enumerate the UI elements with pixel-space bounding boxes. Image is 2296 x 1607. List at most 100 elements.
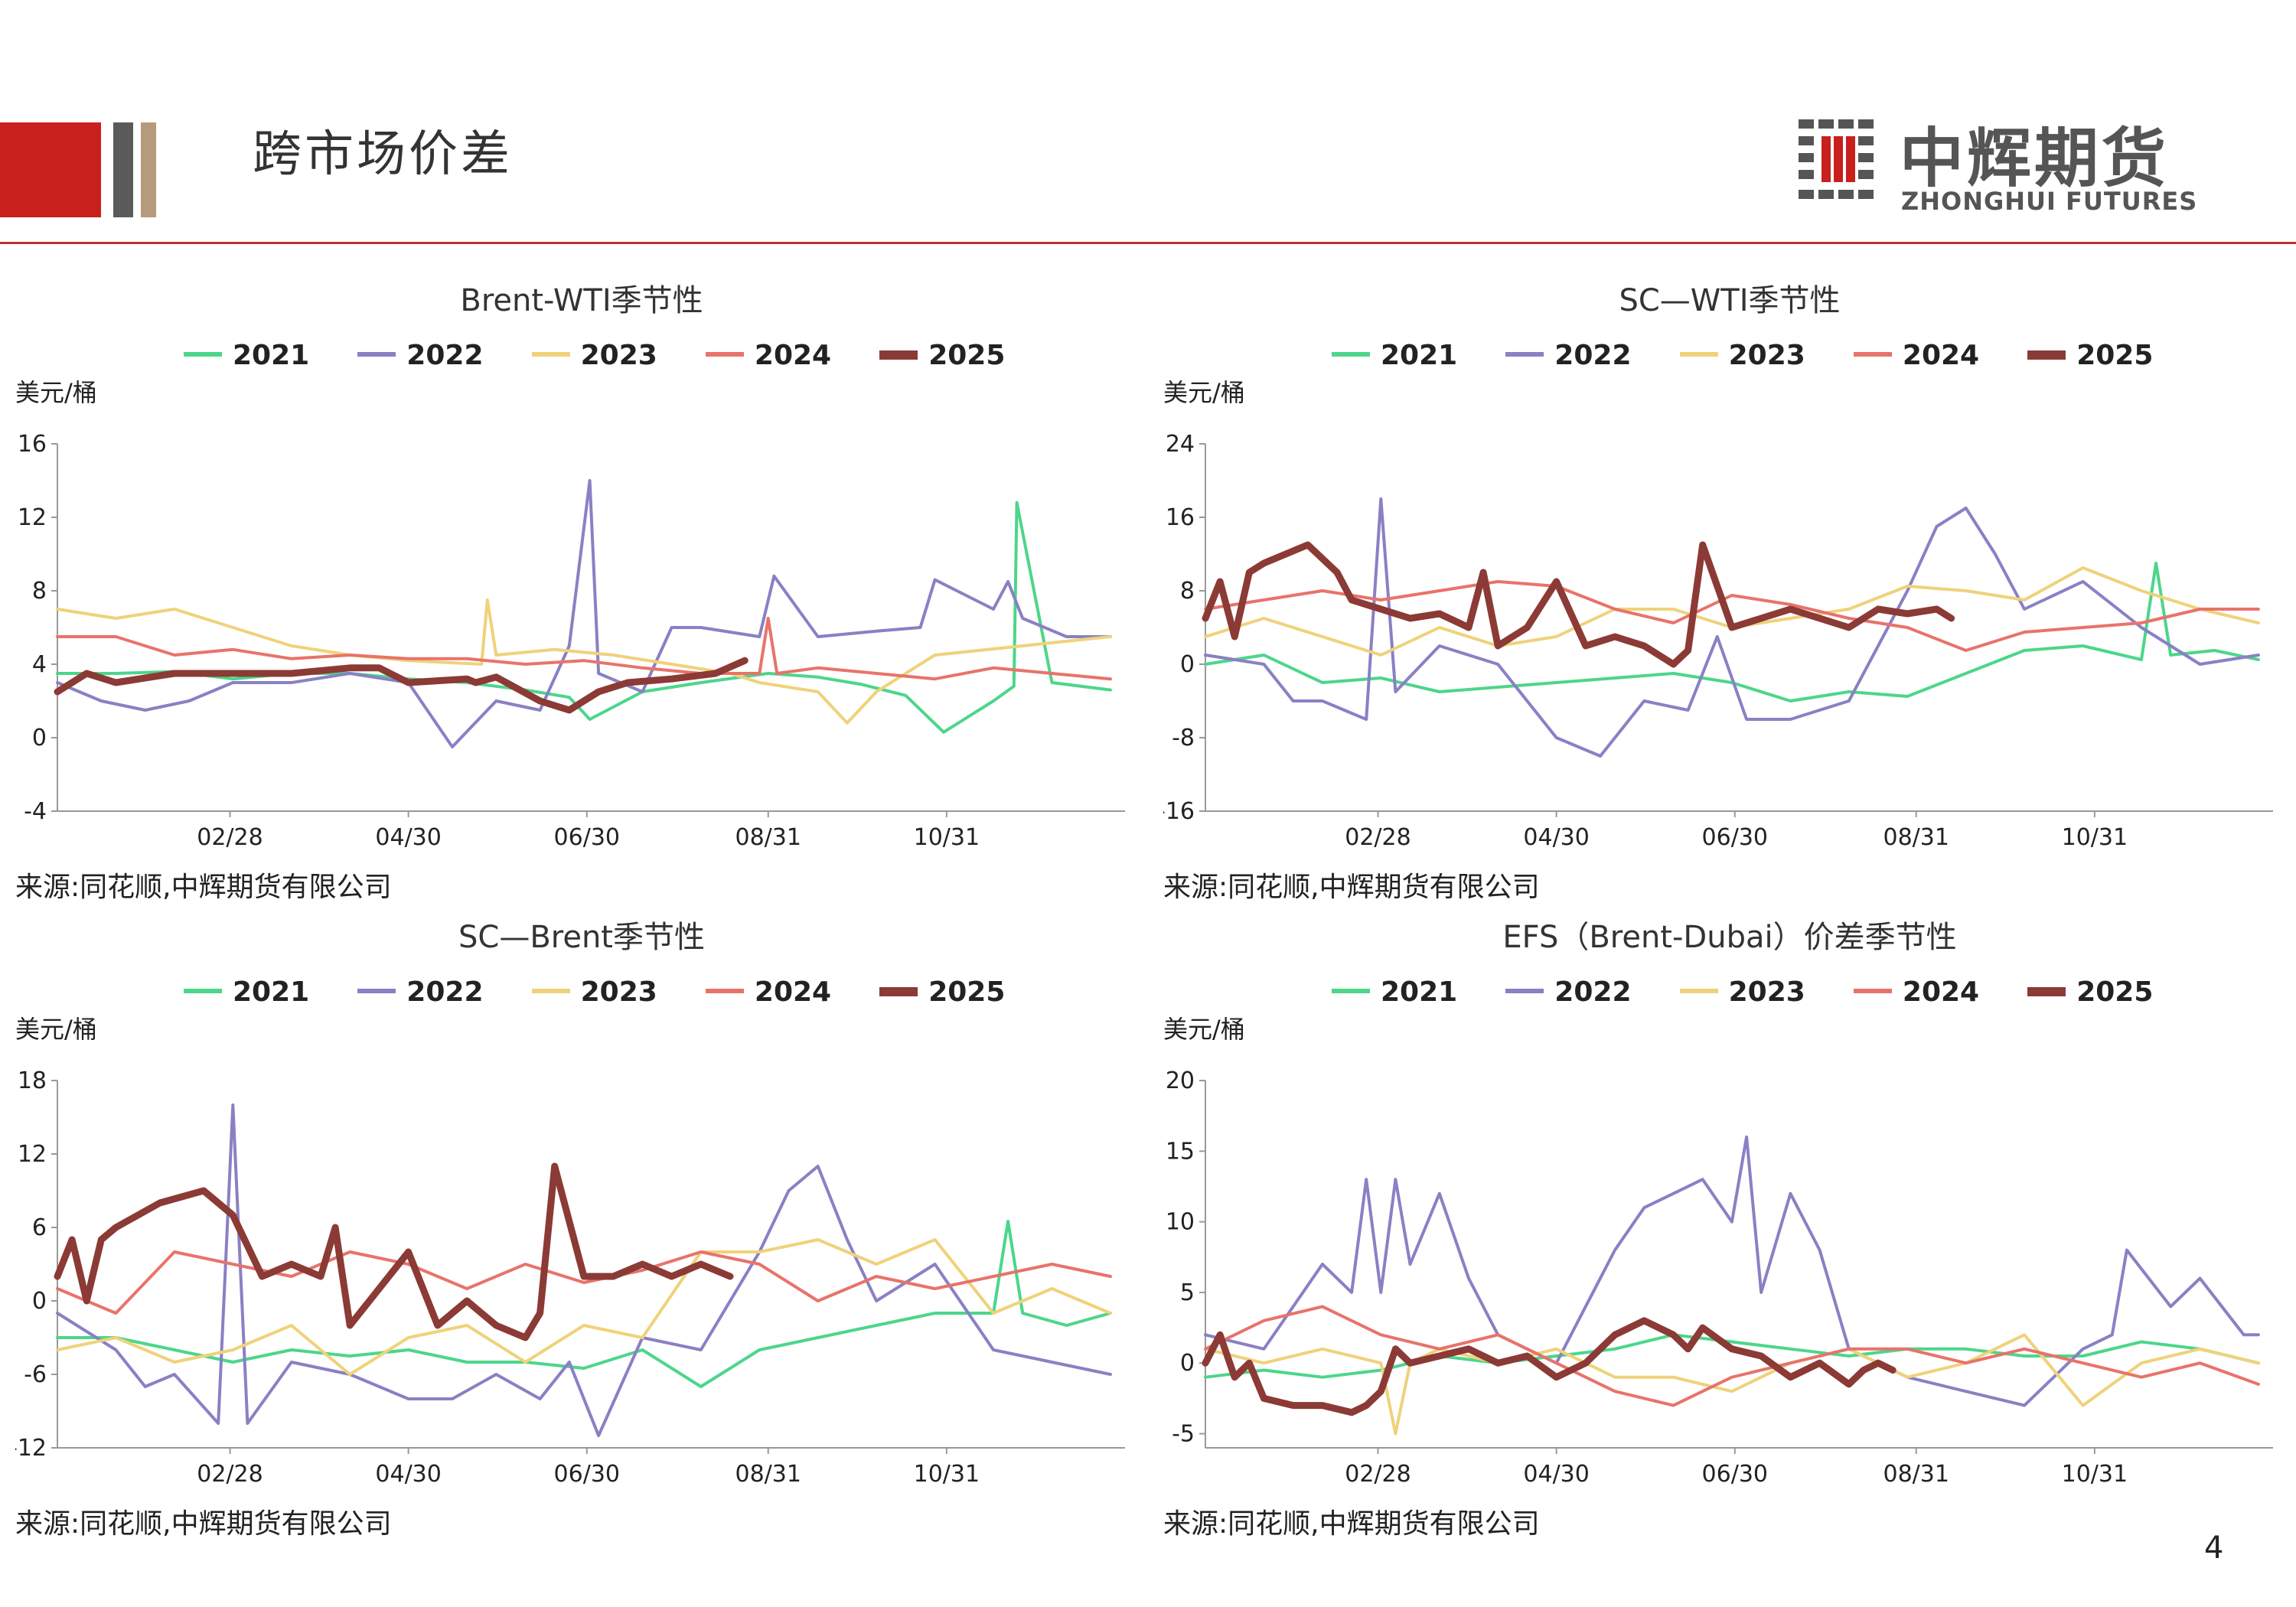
y-axis-unit: 美元/桶 <box>1163 1015 1245 1044</box>
legend-swatch <box>1332 352 1370 357</box>
y-tick-label: 0 <box>1180 1350 1195 1377</box>
y-tick-label: -16 <box>1163 798 1195 825</box>
chart-panel-sc-brent: SC—Brent季节性 2021 2022 2023 2024 2025 美元/… <box>15 912 1148 1549</box>
series-line-2025 <box>1202 1317 1896 1416</box>
x-tick-label: 06/30 <box>1702 1461 1768 1488</box>
legend-item-2024: 2024 <box>705 976 832 1008</box>
source-note: 来源:同花顺,中辉期货有限公司 <box>15 872 392 903</box>
page-number: 4 <box>2204 1530 2224 1566</box>
chart-panel-efs: EFS（Brent-Dubai）价差季节性 2021 2022 2023 202… <box>1163 912 2296 1549</box>
x-tick-label: 08/31 <box>735 1461 801 1488</box>
x-tick-label: 06/30 <box>554 824 620 851</box>
legend-item-2023: 2023 <box>531 976 657 1008</box>
logo-mark-icon <box>1799 119 1874 199</box>
legend-label: 2024 <box>754 976 832 1008</box>
legend-item-2022: 2022 <box>1505 340 1632 371</box>
legend-item-2023: 2023 <box>1679 340 1805 371</box>
legend-item-2024: 2024 <box>1853 340 1980 371</box>
legend-swatch <box>1332 989 1370 993</box>
x-tick-label: 08/31 <box>1883 1461 1949 1488</box>
x-tick-label: 04/30 <box>375 1461 441 1488</box>
page-title: 跨市场价差 <box>253 126 513 183</box>
chart-panel-brent-wti: Brent-WTI季节性 2021 2022 2023 2024 2025 美元… <box>15 275 1148 912</box>
y-tick-label: 18 <box>18 1068 47 1094</box>
chart-legend: 2021 2022 2023 2024 2025 <box>184 340 1049 378</box>
legend-swatch <box>531 989 570 993</box>
legend-label: 2024 <box>1902 340 1980 371</box>
series-line-2022 <box>1204 1135 2260 1407</box>
legend-label: 2021 <box>1381 976 1458 1008</box>
legend-item-2025: 2025 <box>879 340 1005 371</box>
series-line-2022 <box>56 1103 1112 1437</box>
y-axis-unit: 美元/桶 <box>15 1015 97 1044</box>
page-header: 跨市场价差 中辉期货 ZHONGHUI FUTURES <box>0 0 2296 253</box>
y-tick-label: 10 <box>1166 1209 1195 1236</box>
legend-label: 2021 <box>233 976 310 1008</box>
legend-label: 2025 <box>928 976 1006 1008</box>
legend-swatch <box>705 989 744 993</box>
legend-swatch <box>357 352 396 357</box>
y-tick-label: -5 <box>1172 1421 1195 1448</box>
series-line-2025 <box>54 1162 734 1341</box>
legend-swatch <box>531 352 570 357</box>
legend-swatch <box>1679 989 1718 993</box>
x-tick-label: 06/30 <box>1702 824 1768 851</box>
legend-label: 2025 <box>928 340 1006 371</box>
legend-swatch <box>2027 350 2066 360</box>
series-line-2023 <box>56 1238 1112 1376</box>
legend-item-2025: 2025 <box>2027 340 2153 371</box>
legend-item-2025: 2025 <box>2027 976 2153 1008</box>
source-note: 来源:同花顺,中辉期货有限公司 <box>1163 872 1540 903</box>
y-tick-label: 0 <box>1180 651 1195 678</box>
y-tick-label: 5 <box>1180 1279 1195 1306</box>
y-tick-label: 24 <box>1166 431 1195 458</box>
legend-swatch <box>2027 987 2066 996</box>
series-line-2023 <box>1204 566 2260 657</box>
legend-item-2021: 2021 <box>1332 976 1457 1008</box>
legend-label: 2023 <box>1728 976 1805 1008</box>
legend-label: 2022 <box>406 340 484 371</box>
legend-swatch <box>1853 989 1892 993</box>
chart-svg: -5 0 5 10 15 20 02/28 04/30 06/30 08/31 10/31 <box>1166 1068 2273 1488</box>
y-tick-label: 0 <box>32 725 47 751</box>
series-line-2021 <box>56 1220 1112 1388</box>
legend-item-2024: 2024 <box>1853 976 1979 1008</box>
x-tick-label: 10/31 <box>914 1461 980 1488</box>
legend-label: 2022 <box>1554 340 1632 371</box>
series-line-2024 <box>56 617 1112 681</box>
y-tick-label: -6 <box>24 1361 47 1388</box>
source-note: 来源:同花顺,中辉期货有限公司 <box>15 1508 392 1540</box>
series-line-2024 <box>1204 1305 2260 1407</box>
x-tick-label: 10/31 <box>2062 824 2128 851</box>
legend-swatch <box>184 352 222 357</box>
legend-label: 2021 <box>233 340 310 371</box>
chart-legend: 2021 2022 2023 2024 2025 <box>1332 340 2197 378</box>
header-tan-bar <box>141 122 156 217</box>
y-tick-label: 16 <box>1166 504 1195 531</box>
x-tick-label: 04/30 <box>1523 824 1589 851</box>
legend-item-2024: 2024 <box>705 340 831 371</box>
legend-swatch <box>879 350 918 360</box>
legend-item-2022: 2022 <box>1505 976 1632 1008</box>
x-tick-label: 10/31 <box>914 824 980 851</box>
legend-label: 2023 <box>1728 340 1805 371</box>
header-gray-bar <box>113 122 133 217</box>
series-line-2024 <box>1204 580 2260 652</box>
x-tick-label: 04/30 <box>375 824 441 851</box>
series-line-2023 <box>56 598 1112 725</box>
x-tick-label: 10/31 <box>2062 1461 2128 1488</box>
legend-swatch <box>1679 352 1718 357</box>
legend-item-2021: 2021 <box>184 340 309 371</box>
y-tick-label: -12 <box>15 1435 47 1462</box>
company-logo: 中辉期货 ZHONGHUI FUTURES <box>1799 115 2197 222</box>
x-tick-label: 02/28 <box>1345 1461 1411 1488</box>
y-tick-label: 15 <box>1166 1138 1195 1165</box>
header-divider <box>0 242 2296 244</box>
chart-title: Brent-WTI季节性 <box>460 283 703 318</box>
legend-swatch <box>1505 989 1544 993</box>
x-tick-label: 02/28 <box>197 824 263 851</box>
legend-item-2022: 2022 <box>357 976 484 1008</box>
y-tick-label: 16 <box>18 431 47 458</box>
legend-item-2023: 2023 <box>531 340 657 371</box>
series-line-2025 <box>54 657 748 714</box>
